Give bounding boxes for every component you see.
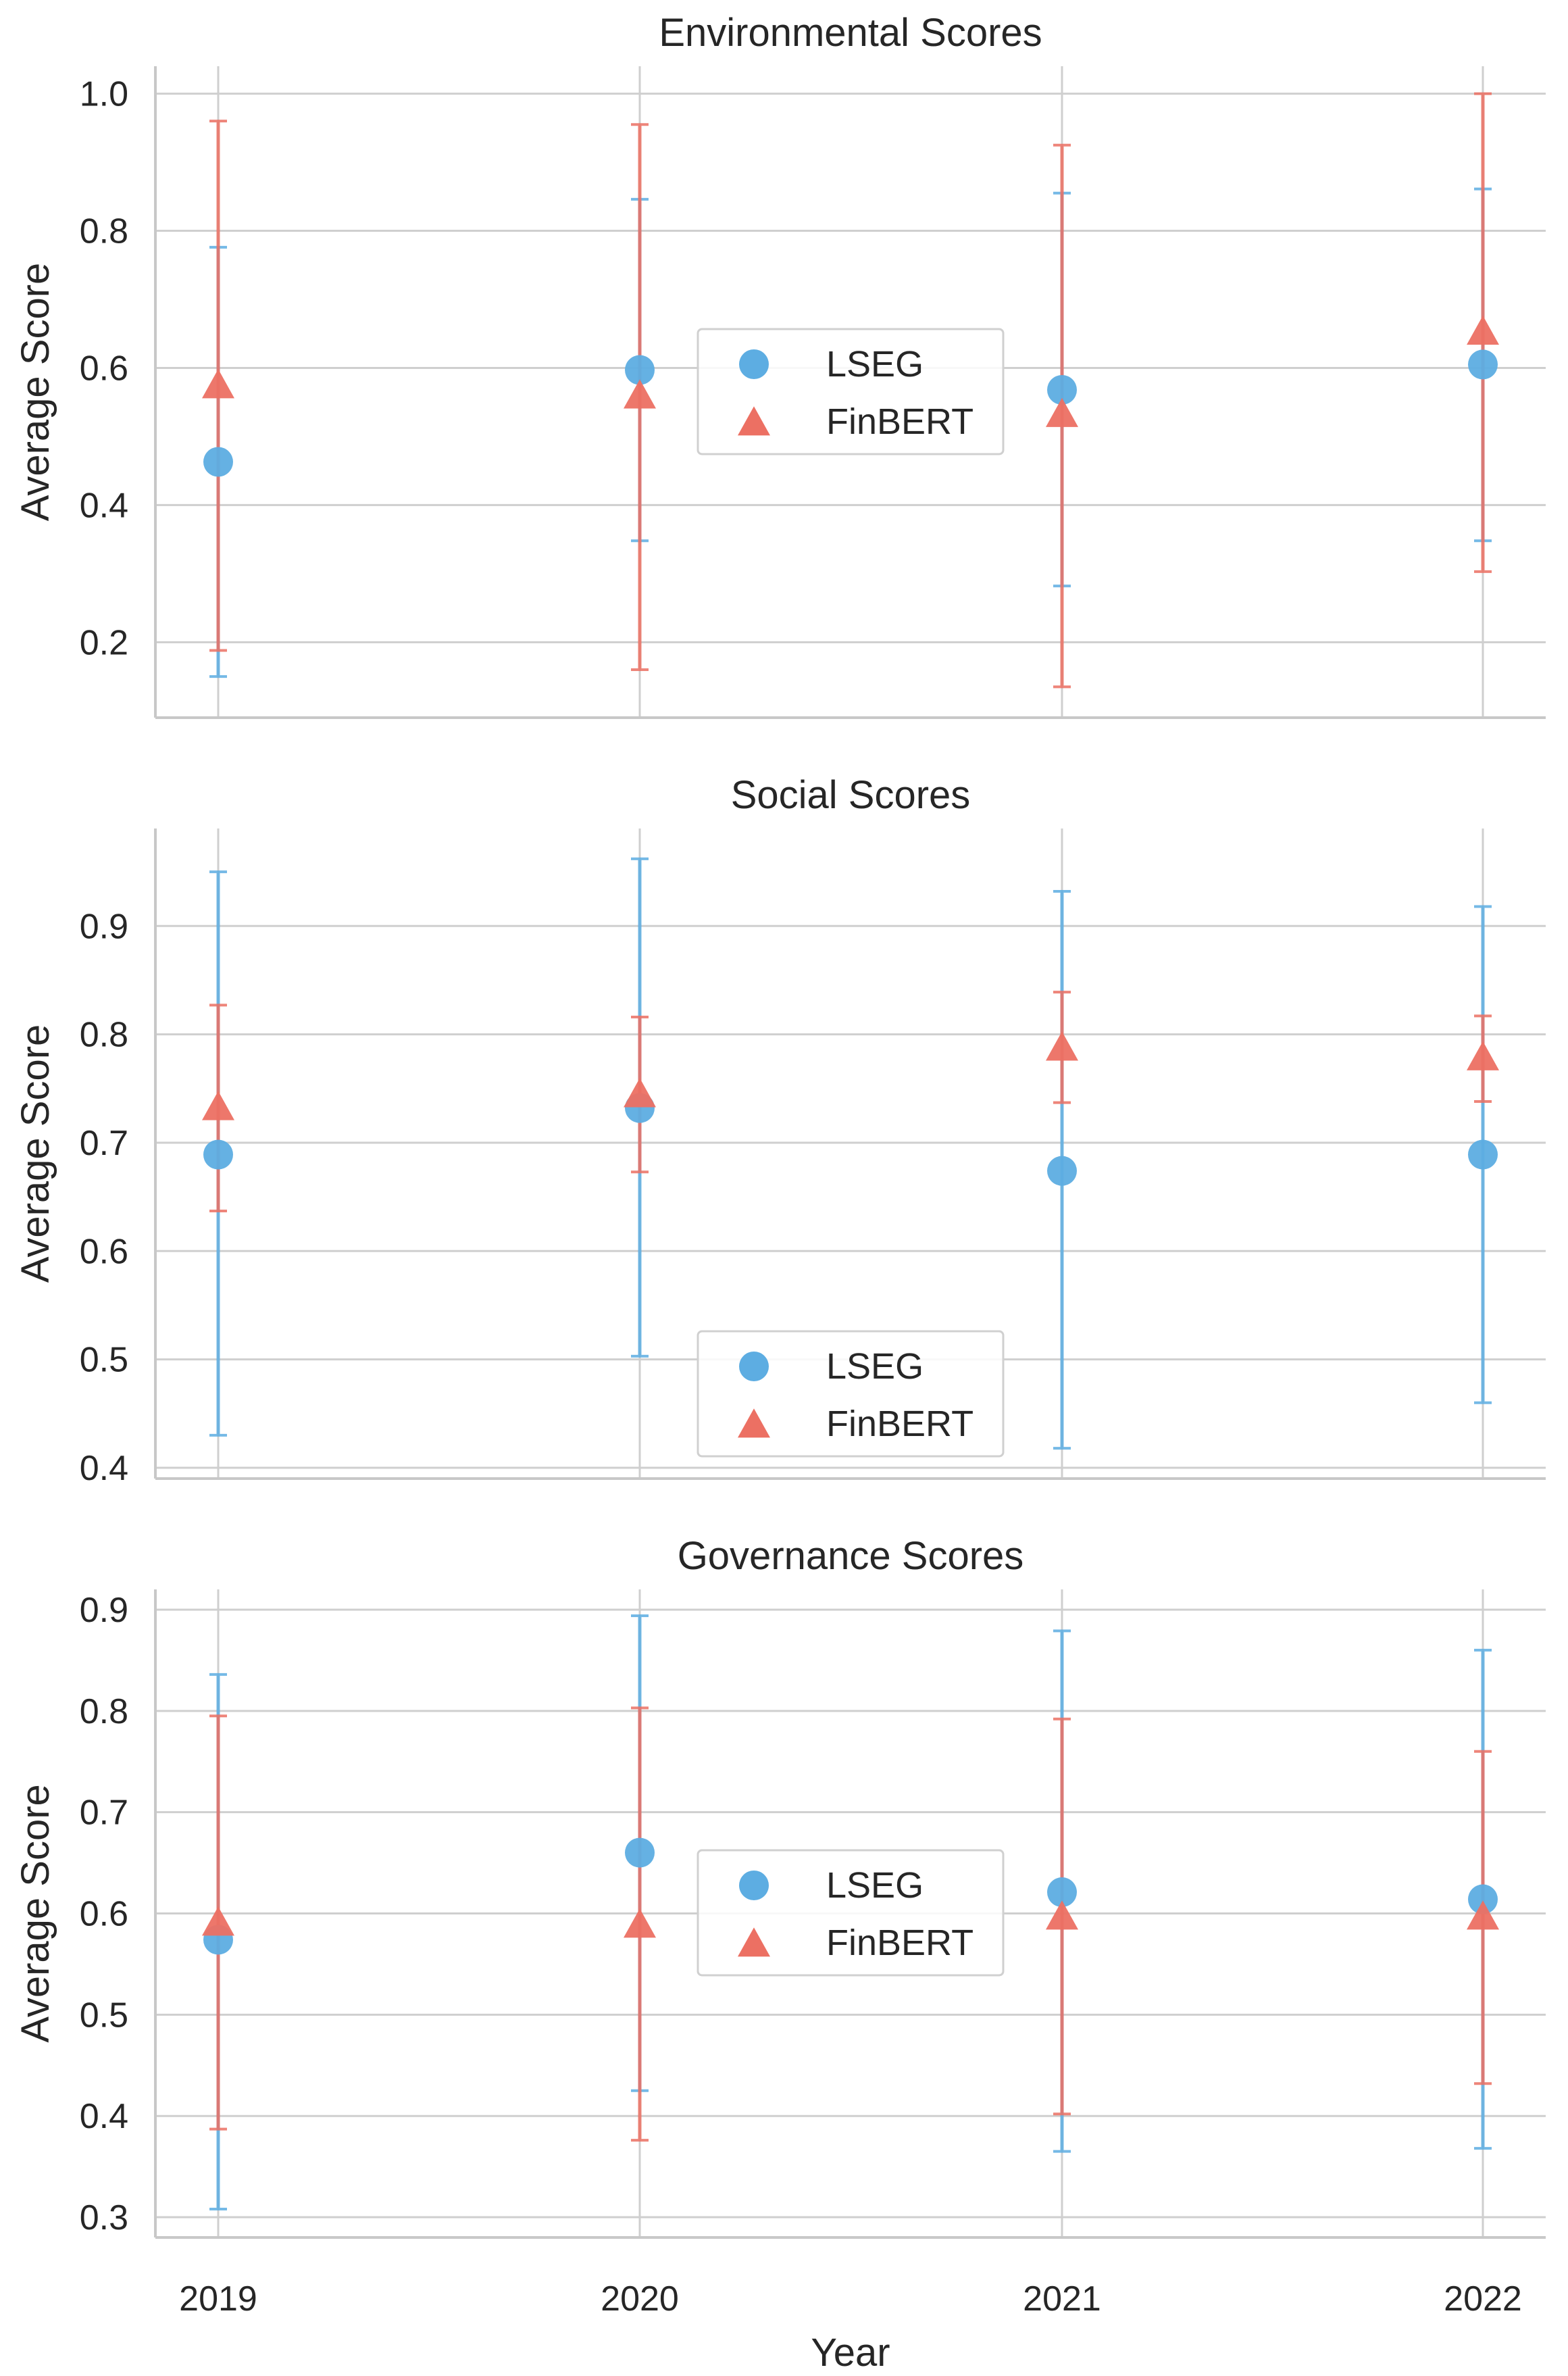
y-tick-label: 0.8 [80,1016,128,1055]
legend-marker-finbert [738,406,770,436]
y-tick-label: 0.4 [80,2097,128,2136]
point-finbert-2022 [1467,315,1499,345]
x-axis-label: Year [811,2331,890,2375]
y-axis-label: Average Score [14,1024,57,1283]
legend-label: LSEG [826,1865,924,1906]
point-finbert-2020 [624,379,656,409]
chart-title: Social Scores [731,773,971,817]
y-tick-label: 0.8 [80,1692,128,1731]
y-tick-label: 0.5 [80,1996,128,2035]
x-tick-label: 2022 [1444,2279,1522,2319]
y-tick-label: 0.9 [80,907,128,946]
point-lseg-2020 [625,355,655,385]
legend-marker-lseg [739,1871,769,1900]
legend-label: FinBERT [826,1923,973,1963]
point-lseg-2021 [1047,1156,1077,1186]
legend-marker-finbert [738,1408,770,1438]
chart-title: Environmental Scores [659,11,1042,55]
y-tick-label: 0.6 [80,1895,128,1934]
y-tick-label: 0.6 [80,349,128,388]
y-tick-label: 0.8 [80,212,128,251]
point-finbert-2020 [624,1078,656,1108]
y-tick-label: 0.4 [80,1449,128,1488]
legend-label: FinBERT [826,1404,973,1444]
point-finbert-2022 [1467,1041,1499,1070]
y-tick-label: 0.5 [80,1341,128,1380]
point-lseg-2019 [203,447,233,477]
point-lseg-2021 [1047,1877,1077,1908]
point-finbert-2021 [1046,1900,1078,1930]
point-lseg-2022 [1468,1139,1498,1170]
legend-label: FinBERT [826,401,973,442]
y-tick-label: 0.4 [80,486,128,525]
legend: LSEG FinBERT [697,328,1005,455]
legend: LSEG FinBERT [697,1330,1005,1458]
legend-marker-lseg [739,1352,769,1381]
point-finbert-2019 [202,1906,234,1936]
panel-1: 0.2 0.4 0.6 0.8 1.0 Environmental Scores Avera… [14,11,1546,719]
point-finbert-2019 [202,369,234,399]
y-tick-label: 0.3 [80,2198,128,2237]
y-tick-label: 1.0 [80,75,128,114]
legend-label: LSEG [826,1346,924,1387]
point-lseg-2020 [625,1837,655,1868]
point-finbert-2022 [1467,1900,1499,1930]
point-finbert-2021 [1046,1031,1078,1061]
point-finbert-2021 [1046,397,1078,427]
legend-label: LSEG [826,344,924,385]
panel-3: 0.3 0.4 0.5 0.6 0.7 0.8 0.9 Governance Scores Av… [14,1534,1546,2375]
point-lseg-2021 [1047,374,1077,405]
point-finbert-2020 [624,1908,656,1938]
legend-marker-lseg [739,349,769,379]
legend-marker-finbert [738,1927,770,1957]
point-finbert-2019 [202,1091,234,1120]
y-tick-label: 0.7 [80,1124,128,1163]
x-tick-label: 2019 [179,2279,257,2319]
point-lseg-2022 [1468,349,1498,380]
x-tick-label: 2020 [601,2279,679,2319]
point-lseg-2019 [203,1139,233,1170]
y-axis-label: Average Score [14,1784,57,2043]
panel-2: 0.4 0.5 0.6 0.7 0.8 0.9 Social Scores Average S… [14,773,1546,1488]
y-axis-label: Average Score [14,263,57,522]
y-tick-label: 0.6 [80,1232,128,1271]
x-tick-label: 2021 [1023,2279,1101,2319]
legend: LSEG FinBERT [697,1849,1005,1977]
chart-title: Governance Scores [678,1534,1024,1578]
point-lseg-2022 [1468,1884,1498,1914]
y-tick-label: 0.7 [80,1793,128,1833]
y-tick-label: 0.2 [80,623,128,662]
y-tick-label: 0.9 [80,1591,128,1630]
